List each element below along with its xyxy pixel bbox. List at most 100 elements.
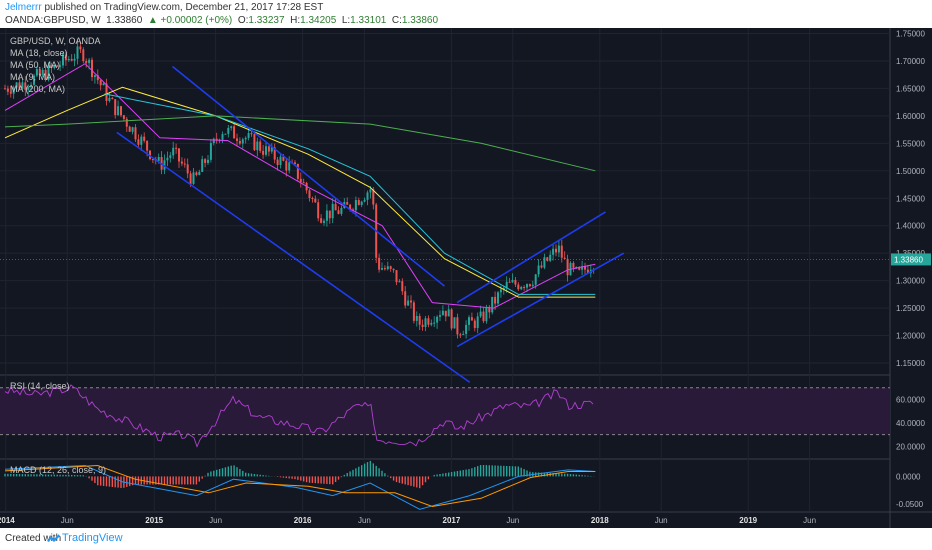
- candle-body: [386, 266, 389, 270]
- candle-body: [381, 268, 383, 270]
- candle-body: [82, 49, 85, 61]
- candle-body: [209, 143, 212, 160]
- candle-body: [201, 159, 204, 172]
- candle-body: [581, 266, 584, 270]
- candle-body: [247, 133, 250, 138]
- candle-body: [195, 172, 198, 176]
- candle-body: [102, 83, 105, 86]
- price-tick-label: 1.65000: [896, 84, 925, 93]
- candle-body: [256, 141, 259, 151]
- candle-body: [314, 198, 317, 203]
- candle-body: [476, 316, 479, 329]
- candle-body: [499, 289, 502, 293]
- candle-body: [18, 82, 21, 89]
- candle-body: [114, 99, 117, 115]
- candle-body: [560, 245, 563, 258]
- candle-body: [372, 189, 375, 205]
- candle-body: [12, 87, 15, 94]
- close-label: C:: [391, 15, 402, 26]
- time-tick-label: Jun: [209, 516, 222, 525]
- candle-body: [540, 265, 543, 268]
- candle-body: [447, 309, 450, 317]
- candle-body: [224, 133, 227, 135]
- candle-body: [317, 202, 320, 219]
- candle-body: [575, 267, 578, 269]
- candle-body: [427, 318, 430, 325]
- candle-body: [488, 307, 491, 313]
- candle-body: [340, 207, 343, 214]
- author-link[interactable]: Jelmerrr: [5, 2, 42, 13]
- candle-body: [175, 147, 178, 149]
- candle-body: [552, 248, 555, 255]
- candle-body: [9, 91, 12, 94]
- high-label: H:: [290, 15, 301, 26]
- candle-body: [346, 202, 349, 205]
- candle-body: [392, 268, 395, 271]
- price-chart[interactable]: 1.75000 1.70000 1.65000 1.60000 1.55000 1.500…: [0, 28, 932, 528]
- close-value: 1.33860: [401, 15, 439, 26]
- candle-body: [172, 147, 175, 156]
- candle-body: [85, 60, 88, 64]
- candle-body: [494, 296, 497, 304]
- candle-body: [331, 203, 334, 219]
- candle-body: [398, 281, 401, 283]
- candle-body: [378, 257, 381, 270]
- candle-body: [70, 58, 73, 61]
- time-tick-label: Jun: [506, 516, 519, 525]
- candle-body: [270, 147, 273, 152]
- candle-body: [369, 189, 372, 193]
- macd-tick-label: 0.0000: [896, 472, 921, 481]
- candle-body: [198, 171, 201, 176]
- candle-body: [73, 58, 76, 61]
- price-tick-label: 1.20000: [896, 332, 925, 341]
- publish-header: Jelmerrr published on TradingView.com, D…: [0, 0, 932, 28]
- candle-body: [537, 265, 540, 275]
- candle-body: [555, 248, 557, 253]
- candle-body: [105, 83, 108, 101]
- tradingview-brand-link[interactable]: TradingView: [62, 532, 123, 544]
- high-value: 1.34205: [300, 15, 337, 26]
- time-tick-label: 2018: [591, 516, 609, 525]
- low-label: L:: [341, 15, 351, 26]
- trendline-1: [116, 131, 471, 383]
- candle-body: [128, 126, 131, 132]
- tradingview-logo-icon: [47, 534, 59, 542]
- legend-ma200: MA (200, MA): [10, 84, 66, 94]
- candle-body: [531, 284, 534, 287]
- candle-body: [520, 286, 523, 290]
- rsi-line: [4, 384, 594, 448]
- candle-body: [299, 178, 302, 183]
- candle-body: [259, 141, 262, 151]
- candle-body: [169, 155, 172, 158]
- candle-body: [563, 257, 566, 259]
- candle-body: [421, 324, 424, 327]
- candle-body: [241, 139, 244, 144]
- candle-body: [88, 59, 91, 64]
- candle-body: [328, 210, 331, 219]
- candle-body: [546, 257, 549, 261]
- candle-body: [468, 317, 470, 325]
- candle-body: [262, 150, 265, 155]
- legend-rsi: RSI (14, close): [10, 381, 70, 391]
- candle-body: [439, 315, 441, 317]
- candle-body: [363, 199, 366, 202]
- candle-body: [79, 46, 82, 50]
- footer: Created with TradingView: [0, 528, 932, 550]
- candle-body: [59, 65, 62, 67]
- candle-body: [212, 138, 215, 144]
- trendline-4: [456, 252, 625, 348]
- candle-body: [354, 200, 357, 211]
- candle-body: [64, 54, 67, 61]
- candle-body: [134, 127, 137, 140]
- candle-body: [497, 292, 499, 304]
- candle-body: [140, 136, 143, 145]
- candle-body: [24, 82, 27, 90]
- candle-body: [557, 245, 560, 253]
- macd-line: [4, 464, 596, 510]
- change-value: ▲ +0.00002 (+0%): [147, 15, 233, 26]
- candle-body: [120, 106, 122, 116]
- open-value: 1.33237: [248, 15, 285, 26]
- candle-body: [526, 284, 528, 288]
- candle-body: [566, 258, 569, 276]
- published-text: published on TradingView.com, December 2…: [41, 2, 324, 13]
